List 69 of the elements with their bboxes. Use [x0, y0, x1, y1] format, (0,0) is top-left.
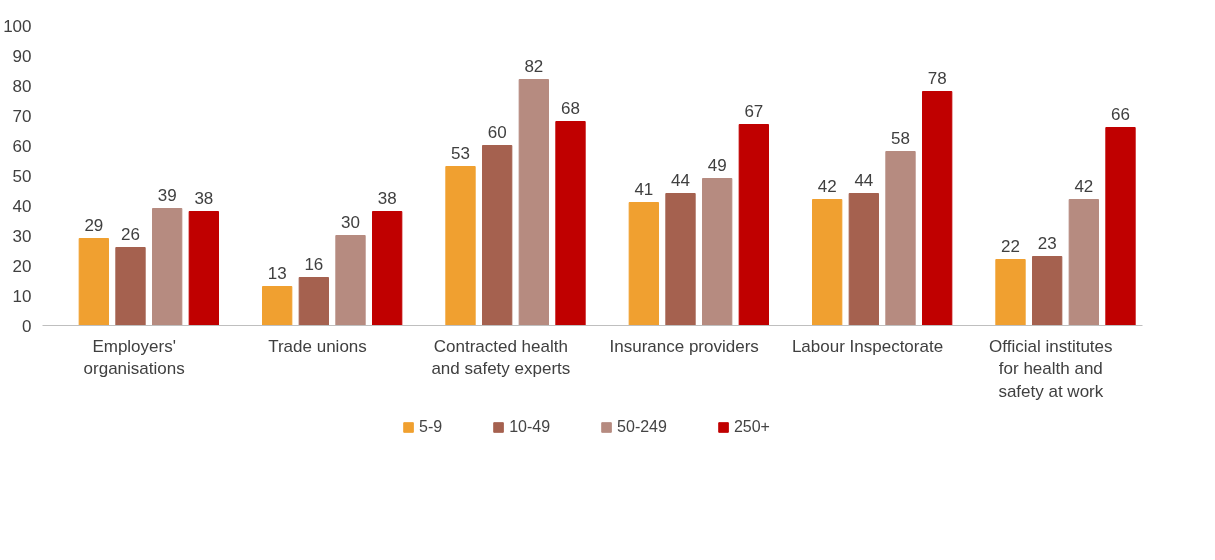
- bar: [115, 247, 146, 326]
- data-label: 82: [524, 56, 544, 76]
- data-label: 44: [671, 170, 690, 190]
- data-label: 60: [487, 122, 507, 142]
- data-label: 26: [121, 224, 140, 244]
- data-label: 44: [854, 170, 874, 190]
- data-label: 39: [157, 185, 177, 205]
- data-label: 41: [634, 179, 654, 199]
- bar: [995, 259, 1026, 326]
- bar: [152, 208, 183, 326]
- bar: [445, 166, 476, 326]
- bar: [335, 235, 366, 326]
- y-tick-label: 50: [12, 166, 32, 186]
- y-tick-label: 0: [22, 316, 32, 336]
- data-label: 13: [267, 263, 287, 283]
- legend-label: 250+: [733, 417, 770, 436]
- data-label: 53: [451, 143, 470, 163]
- y-tick-label: 40: [12, 196, 32, 216]
- legend-label: 50-249: [617, 417, 667, 436]
- bar: [738, 124, 769, 326]
- data-label: 22: [1001, 236, 1020, 256]
- bar: [885, 151, 916, 326]
- bar: [555, 121, 586, 326]
- x-tick-label: Labour Inspectorate: [791, 336, 944, 356]
- bar: [518, 79, 549, 326]
- x-tick-label: Trade unions: [268, 336, 367, 356]
- data-label: 23: [1037, 233, 1057, 253]
- y-tick-label: 30: [12, 226, 32, 246]
- data-label: 16: [304, 254, 324, 274]
- bar: [372, 211, 403, 326]
- bar: [78, 238, 109, 326]
- data-label: 29: [84, 215, 104, 235]
- bar: [188, 211, 219, 326]
- bar: [702, 178, 733, 326]
- bar: [262, 286, 293, 326]
- data-label: 66: [1111, 104, 1130, 124]
- legend-label: 5-9: [419, 417, 443, 436]
- bar: [665, 193, 696, 326]
- bar: [628, 202, 659, 326]
- bar: [1105, 127, 1136, 326]
- data-label: 49: [707, 155, 727, 175]
- bar: [298, 277, 329, 326]
- bar: [482, 145, 513, 326]
- y-tick-label: 60: [12, 136, 32, 156]
- bar: [922, 91, 953, 326]
- bar: [1068, 199, 1099, 326]
- legend-label: 10-49: [509, 417, 551, 436]
- y-tick-label: 70: [12, 106, 32, 126]
- y-tick-label: 80: [12, 76, 32, 96]
- y-tick-label: 100: [3, 16, 32, 36]
- bar: [848, 193, 879, 326]
- data-label: 67: [744, 101, 764, 121]
- y-tick-label: 90: [12, 46, 32, 66]
- data-label: 68: [561, 98, 580, 118]
- data-label: 30: [341, 212, 360, 232]
- bar: [812, 199, 843, 326]
- data-label: 38: [377, 188, 397, 208]
- data-label: 42: [1074, 176, 1094, 196]
- data-label: 58: [891, 128, 910, 148]
- x-tick-label: Official institutes for health and safety at work: [989, 336, 1113, 402]
- data-label: 38: [194, 188, 214, 208]
- data-label: 42: [817, 176, 837, 196]
- y-tick-label: 10: [12, 286, 32, 306]
- x-tick-label: Contracted health and safety experts: [431, 336, 571, 379]
- data-label: 78: [927, 68, 947, 88]
- x-tick-label: Insurance providers: [609, 336, 759, 356]
- x-tick-label: Employers' organisations: [83, 336, 185, 379]
- bar: [1032, 256, 1063, 326]
- y-tick-label: 20: [12, 256, 32, 276]
